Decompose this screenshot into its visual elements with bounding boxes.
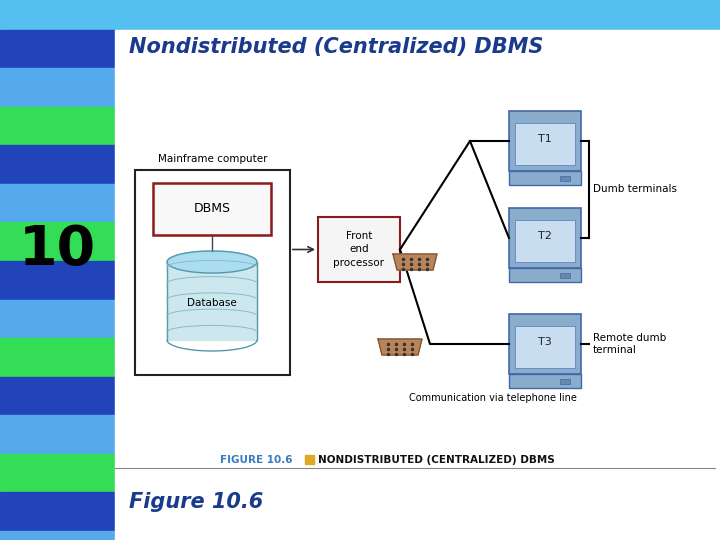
Bar — [509, 171, 581, 185]
Bar — [509, 111, 581, 171]
Bar — [0, 531, 115, 540]
Bar — [135, 170, 290, 375]
Text: Dumb terminals: Dumb terminals — [593, 185, 677, 194]
Bar — [318, 217, 400, 282]
Polygon shape — [378, 339, 422, 355]
Text: Communication via telephone line: Communication via telephone line — [408, 393, 577, 403]
Ellipse shape — [167, 251, 257, 273]
Text: Database: Database — [187, 298, 237, 308]
Text: FIGURE 10.6: FIGURE 10.6 — [220, 455, 292, 465]
Bar — [509, 208, 581, 268]
Bar — [153, 183, 271, 235]
Text: Front
end
processor: Front end processor — [333, 231, 384, 268]
Bar — [115, 30, 720, 540]
Bar — [515, 220, 575, 262]
Text: Figure 10.6: Figure 10.6 — [129, 492, 264, 512]
Text: T3: T3 — [538, 337, 552, 347]
Bar — [560, 379, 570, 384]
Bar — [515, 123, 575, 165]
Bar — [0, 68, 115, 107]
Bar — [167, 262, 257, 340]
Bar — [0, 184, 115, 223]
Text: Nondistributed (Centralized) DBMS: Nondistributed (Centralized) DBMS — [129, 37, 544, 57]
Bar — [515, 326, 575, 368]
Bar — [0, 454, 115, 493]
Polygon shape — [393, 254, 437, 270]
Text: T1: T1 — [538, 134, 552, 144]
Bar — [0, 0, 720, 30]
Bar — [0, 145, 115, 184]
Text: NONDISTRIBUTED (CENTRALIZED) DBMS: NONDISTRIBUTED (CENTRALIZED) DBMS — [318, 455, 554, 465]
Text: Mainframe computer: Mainframe computer — [158, 154, 267, 164]
Bar — [509, 314, 581, 374]
Bar — [305, 455, 314, 464]
Text: Remote dumb
terminal: Remote dumb terminal — [593, 333, 666, 355]
Bar — [0, 492, 115, 531]
Text: DBMS: DBMS — [194, 202, 230, 215]
Bar — [560, 273, 570, 278]
Bar — [0, 106, 115, 146]
Bar — [0, 415, 115, 454]
Bar — [0, 222, 115, 261]
Bar — [0, 261, 115, 300]
Text: 10: 10 — [19, 223, 96, 277]
Text: T2: T2 — [538, 231, 552, 241]
Bar — [0, 30, 115, 69]
Bar — [509, 374, 581, 388]
Bar — [0, 338, 115, 377]
Bar — [560, 176, 570, 181]
Bar — [0, 300, 115, 339]
Bar — [509, 268, 581, 282]
Bar — [0, 376, 115, 416]
